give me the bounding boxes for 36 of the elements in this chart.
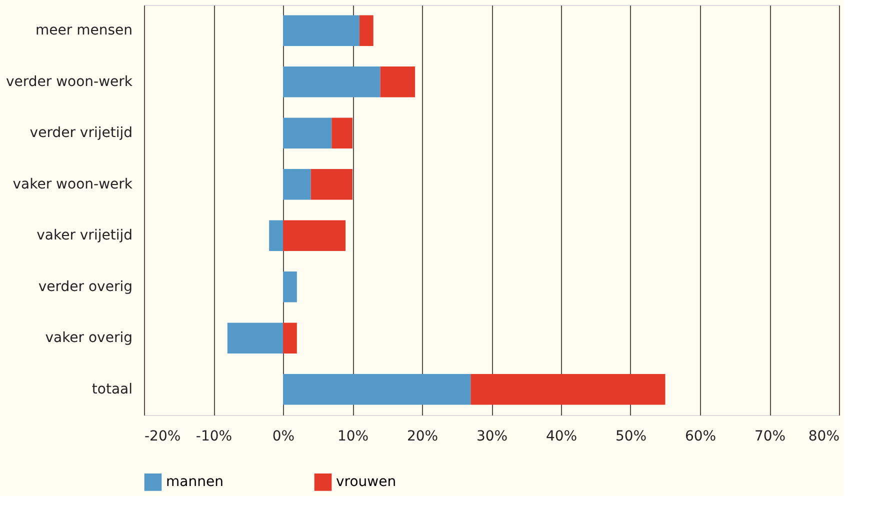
x-tick-label: -20% <box>144 428 181 444</box>
y-tick-label: vaker vrijetijd <box>36 228 132 244</box>
legend-label: mannen <box>166 474 224 490</box>
x-tick-label: 10% <box>337 428 369 444</box>
bar <box>470 374 666 405</box>
bar <box>283 374 471 405</box>
y-tick-label: verder vrijetijd <box>30 125 132 142</box>
y-tick-label: meer mensen <box>36 22 132 39</box>
x-tick-label: -10% <box>196 428 232 444</box>
x-tick-label: 50% <box>615 428 647 444</box>
y-tick-label: verder overig <box>38 278 132 295</box>
bar <box>283 272 297 302</box>
x-tick-label: 30% <box>476 428 508 444</box>
x-tick-label: 0% <box>272 428 295 444</box>
bar <box>227 322 283 354</box>
x-tick-label: 70% <box>754 428 786 444</box>
bar <box>283 118 332 148</box>
bar <box>283 15 360 46</box>
x-tick-label: 40% <box>546 428 578 444</box>
bar <box>332 118 352 148</box>
bar <box>283 322 297 354</box>
bar <box>310 169 352 200</box>
y-tick-label: vaker overig <box>45 330 132 346</box>
legend-label: vrouwen <box>336 474 396 490</box>
bar <box>283 66 380 98</box>
bar <box>359 15 374 46</box>
y-tick-label: verder woon-werk <box>6 74 134 90</box>
bar <box>283 220 346 251</box>
bar <box>380 66 416 98</box>
bar <box>283 169 311 200</box>
bar <box>269 220 283 251</box>
y-tick-label: totaal <box>92 381 132 398</box>
x-tick-label: 20% <box>406 428 438 444</box>
x-tick-label: 60% <box>684 428 716 444</box>
x-tick-label: 80% <box>808 428 840 444</box>
y-tick-label: vaker woon-werk <box>12 176 134 192</box>
